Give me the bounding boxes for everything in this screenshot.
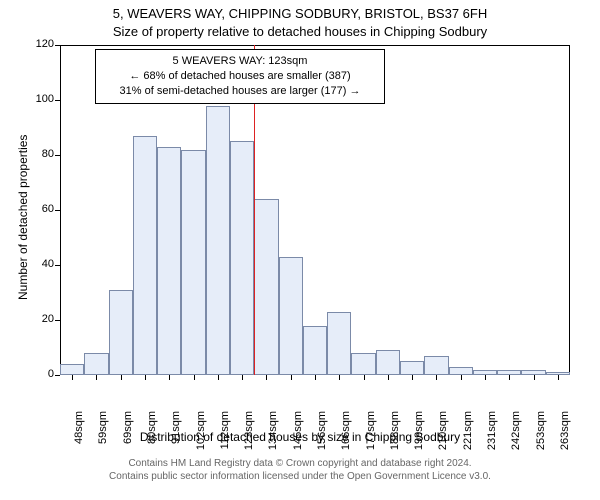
histogram-bar [157,147,181,375]
x-tick-label: 242sqm [510,411,522,456]
histogram-bar [254,199,278,375]
x-tick-mark [145,375,146,380]
y-tick-mark [55,45,60,46]
x-tick-label: 263sqm [559,411,571,456]
histogram-bar [351,353,375,375]
y-tick-label: 60 [26,203,54,215]
x-tick-label: 231sqm [486,411,498,456]
x-tick-mark [509,375,510,380]
histogram-bar [424,356,448,375]
annotation-box: 5 WEAVERS WAY: 123sqm← 68% of detached h… [95,49,385,104]
x-tick-mark [242,375,243,380]
x-tick-mark [291,375,292,380]
x-tick-label: 156sqm [316,411,328,456]
x-tick-label: 123sqm [243,411,255,456]
annotation-line1: 5 WEAVERS WAY: 123sqm [102,54,378,69]
x-tick-label: 59sqm [97,411,109,456]
x-tick-mark [388,375,389,380]
y-tick-label: 80 [26,148,54,160]
x-tick-label: 48sqm [73,411,85,456]
x-tick-label: 177sqm [365,411,377,456]
histogram-bar [206,106,230,376]
x-tick-mark [485,375,486,380]
x-tick-mark [96,375,97,380]
x-tick-mark [72,375,73,380]
y-tick-label: 100 [26,93,54,105]
y-tick-mark [55,265,60,266]
x-tick-label: 221sqm [462,411,474,456]
histogram-bar [133,136,157,375]
histogram-bar [327,312,351,375]
histogram-bar [303,326,327,376]
x-tick-mark [534,375,535,380]
x-tick-mark [558,375,559,380]
histogram-bar [400,361,424,375]
x-tick-mark [194,375,195,380]
x-tick-mark [218,375,219,380]
y-tick-label: 120 [26,38,54,50]
x-tick-label: 112sqm [219,411,231,456]
histogram-bar [449,367,473,375]
x-tick-label: 91sqm [170,411,182,456]
annotation-line3: 31% of semi-detached houses are larger (… [102,84,378,99]
histogram-bar [60,364,84,375]
x-tick-mark [461,375,462,380]
histogram-bar [279,257,303,375]
histogram-bar [181,150,205,376]
x-tick-label: 69sqm [122,411,134,456]
x-tick-mark [412,375,413,380]
x-tick-label: 134sqm [267,411,279,456]
footer-line2: Contains public sector information licen… [0,470,600,483]
x-tick-mark [364,375,365,380]
chart-title-line1: 5, WEAVERS WAY, CHIPPING SODBURY, BRISTO… [0,6,600,21]
footer-line1: Contains HM Land Registry data © Crown c… [0,457,600,470]
histogram-bar [230,141,254,375]
y-tick-label: 0 [26,368,54,380]
y-tick-mark [55,100,60,101]
histogram-bar [109,290,133,375]
x-tick-mark [169,375,170,380]
x-tick-mark [436,375,437,380]
x-tick-label: 102sqm [195,411,207,456]
annotation-line2: ← 68% of detached houses are smaller (38… [102,69,378,84]
x-tick-label: 199sqm [413,411,425,456]
histogram-bar [376,350,400,375]
x-tick-label: 80sqm [146,411,158,456]
y-tick-mark [55,320,60,321]
x-tick-mark [315,375,316,380]
x-tick-label: 145sqm [292,411,304,456]
y-tick-mark [55,155,60,156]
y-tick-mark [55,375,60,376]
x-tick-label: 188sqm [389,411,401,456]
chart-title-line2: Size of property relative to detached ho… [0,24,600,39]
chart-footer: Contains HM Land Registry data © Crown c… [0,457,600,483]
chart-root: 5, WEAVERS WAY, CHIPPING SODBURY, BRISTO… [0,0,600,500]
x-tick-mark [121,375,122,380]
histogram-bar [84,353,108,375]
x-tick-label: 253sqm [535,411,547,456]
x-tick-mark [266,375,267,380]
y-tick-mark [55,210,60,211]
y-tick-label: 40 [26,258,54,270]
x-tick-mark [339,375,340,380]
x-tick-label: 210sqm [437,411,449,456]
y-tick-label: 20 [26,313,54,325]
x-tick-label: 166sqm [340,411,352,456]
